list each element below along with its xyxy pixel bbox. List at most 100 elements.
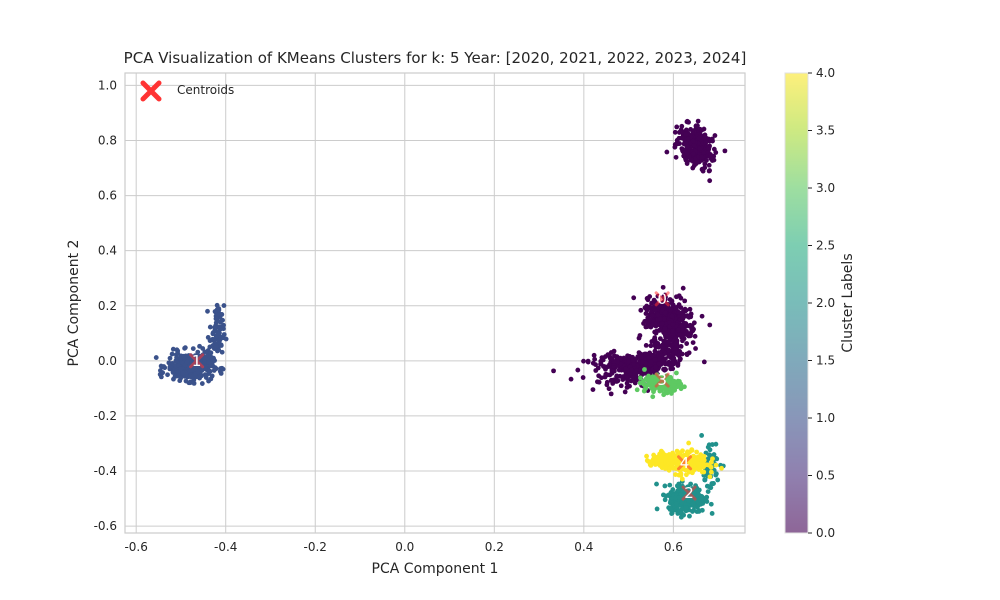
data-point	[205, 308, 210, 314]
data-point	[642, 305, 648, 311]
data-point	[662, 367, 667, 373]
data-point	[666, 340, 671, 346]
data-point	[678, 295, 684, 301]
data-point	[195, 349, 201, 355]
data-point	[654, 481, 659, 487]
data-point	[690, 340, 696, 345]
data-point	[691, 501, 696, 507]
data-point	[209, 355, 215, 361]
data-point	[676, 487, 681, 493]
colorbar-tick-label: 0.5	[816, 469, 835, 483]
data-point	[610, 368, 615, 374]
data-point	[608, 391, 614, 397]
data-point	[650, 374, 656, 380]
data-point	[631, 295, 637, 301]
data-point	[696, 487, 702, 493]
data-point	[667, 336, 673, 342]
data-point	[680, 338, 685, 344]
data-point	[708, 501, 714, 507]
data-point	[707, 322, 713, 328]
data-point	[218, 371, 224, 376]
colorbar-tick-label: 2.5	[816, 239, 835, 253]
data-point	[686, 314, 692, 320]
data-point	[608, 377, 614, 383]
data-point	[680, 448, 685, 454]
data-point	[719, 465, 724, 471]
data-point	[638, 307, 644, 313]
data-point	[684, 352, 690, 358]
data-point	[646, 373, 651, 379]
centroid-marker: 3	[654, 371, 670, 389]
data-point	[699, 433, 705, 438]
data-point	[598, 361, 603, 367]
data-point	[670, 322, 676, 327]
data-point	[652, 335, 658, 341]
data-point	[630, 374, 635, 380]
data-point	[668, 364, 674, 369]
data-point	[662, 483, 668, 489]
data-point	[678, 471, 684, 477]
data-point	[667, 297, 673, 302]
data-point	[671, 378, 677, 384]
data-point	[676, 327, 681, 333]
y-tick-label: 0.0	[98, 354, 117, 368]
colorbar-tick-label: 4.0	[816, 66, 835, 80]
data-point	[203, 364, 208, 369]
data-point	[674, 294, 679, 300]
data-point	[661, 392, 667, 398]
data-point	[173, 358, 179, 364]
data-point	[606, 386, 612, 392]
data-point	[670, 328, 676, 334]
data-point	[695, 118, 701, 124]
data-point	[677, 129, 683, 135]
data-point	[715, 477, 721, 483]
data-point	[596, 379, 602, 385]
data-point	[197, 343, 202, 349]
x-tick-label: 0.6	[664, 540, 683, 554]
data-point	[705, 456, 711, 462]
data-point	[652, 378, 658, 384]
data-point	[687, 306, 693, 312]
data-point	[682, 298, 688, 304]
x-axis-label: PCA Component 1	[372, 561, 499, 577]
legend: Centroids	[140, 80, 234, 102]
data-point	[676, 310, 682, 315]
centroid-label: 0	[657, 290, 667, 308]
data-point	[662, 497, 668, 503]
data-point	[638, 366, 643, 372]
data-point	[670, 487, 676, 492]
data-point	[679, 310, 685, 316]
data-point	[698, 495, 704, 501]
data-point	[622, 389, 628, 395]
data-point	[207, 324, 213, 330]
data-point	[649, 313, 655, 319]
data-point	[624, 384, 630, 390]
data-point	[702, 134, 708, 140]
data-point	[704, 483, 710, 489]
y-tick-label: -0.4	[94, 464, 117, 478]
data-point	[668, 506, 674, 512]
data-point	[678, 491, 684, 497]
data-point	[217, 311, 222, 317]
centroid-markers: 0 1 2 3 4	[189, 290, 697, 502]
data-point	[678, 514, 684, 520]
data-point	[644, 453, 649, 459]
data-point	[674, 140, 680, 146]
data-point	[219, 365, 225, 371]
data-point	[680, 285, 686, 291]
data-point	[654, 506, 660, 512]
data-point	[643, 342, 649, 348]
data-point	[171, 376, 176, 382]
centroid-label: 1	[192, 352, 202, 370]
data-point	[660, 284, 666, 290]
data-point	[178, 375, 184, 381]
data-point	[167, 355, 173, 361]
data-point	[657, 356, 663, 361]
y-tick-label: 0.2	[98, 299, 117, 313]
data-point	[685, 136, 691, 142]
data-point	[701, 359, 707, 365]
data-point	[645, 458, 651, 464]
plot-area: 0 1 2 3 4	[124, 72, 746, 534]
data-point	[211, 368, 217, 373]
data-point	[657, 453, 663, 459]
